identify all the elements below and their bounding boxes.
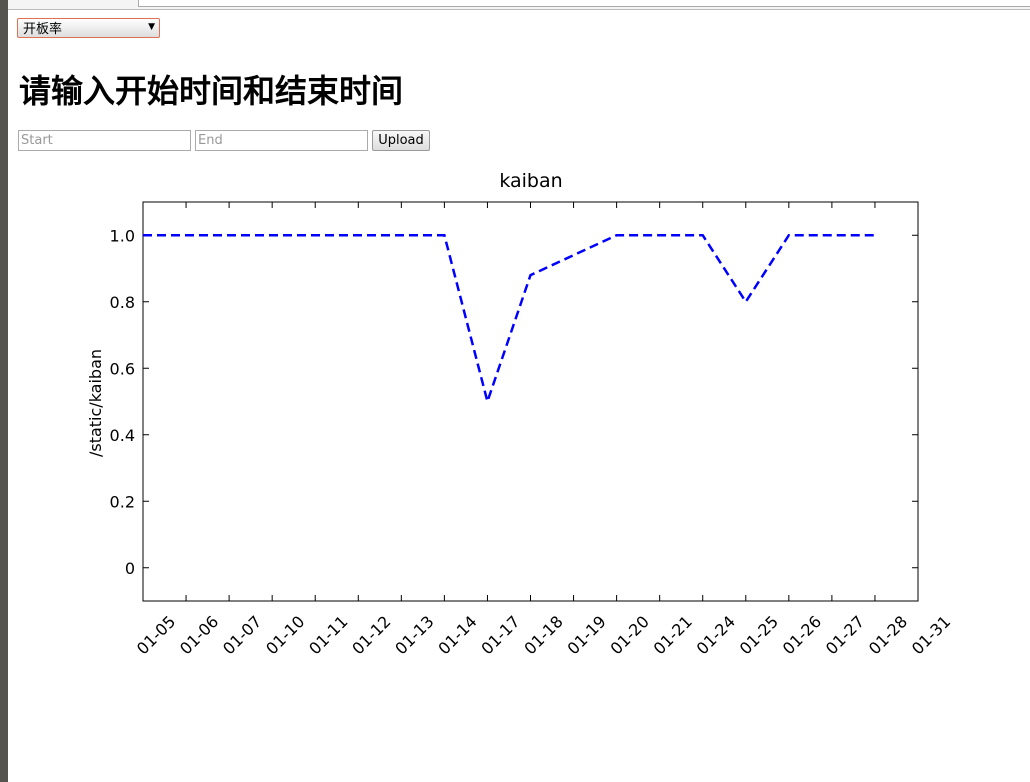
x-tick-label: 01-14 [434, 612, 480, 658]
x-tick-label: 01-17 [477, 612, 523, 658]
end-input[interactable] [195, 130, 368, 151]
y-tick-label: 0.2 [110, 492, 135, 511]
x-tick-label: 01-05 [133, 612, 179, 658]
y-tick-label: 1.0 [110, 226, 135, 245]
plot-frame [142, 201, 919, 602]
x-tick-label: 01-31 [908, 612, 954, 658]
start-input[interactable] [18, 130, 191, 151]
x-tick-label: 01-13 [391, 612, 437, 658]
upload-button[interactable]: Upload [372, 130, 430, 151]
x-tick-label: 01-20 [607, 612, 653, 658]
x-tick-label: 01-18 [520, 612, 566, 658]
x-tick-label: 01-26 [779, 612, 825, 658]
heading: 请输入开始时间和结束时间 [19, 72, 404, 110]
x-tick-label: 01-24 [693, 612, 739, 658]
x-tick-label: 01-27 [822, 612, 868, 658]
chart: kaiban /static/kaiban 0 0.2 0.4 0.6 0.8 1.0 01… [86, 170, 954, 658]
x-tick-label: 01-21 [650, 612, 696, 658]
x-tick-label: 01-10 [262, 612, 308, 658]
y-tick-label: 0.4 [110, 426, 135, 445]
y-tick-label: 0.6 [110, 359, 135, 378]
window-frame [0, 0, 8, 782]
x-tick-label: 01-25 [736, 612, 782, 658]
y-tick-label: 0 [125, 559, 135, 578]
chart-title: kaiban [499, 170, 562, 192]
tab [138, 0, 1030, 7]
tab-bar [8, 0, 1030, 10]
x-tick-label: 01-06 [176, 612, 222, 658]
metric-select[interactable]: 开板率 ▼ [17, 18, 160, 38]
x-tick-label: 01-28 [865, 612, 911, 658]
x-tick-label: 01-12 [348, 612, 394, 658]
select-arrow: ▼ [148, 22, 155, 32]
x-tick-label: 01-19 [564, 612, 610, 658]
select-text: 开板率 [23, 22, 63, 37]
x-tick-label: 01-11 [305, 612, 351, 658]
y-tick-label: 0.8 [110, 293, 135, 312]
y-axis-label: /static/kaiban [86, 349, 105, 457]
x-tick-label: 01-07 [219, 612, 265, 658]
line [143, 234, 875, 406]
